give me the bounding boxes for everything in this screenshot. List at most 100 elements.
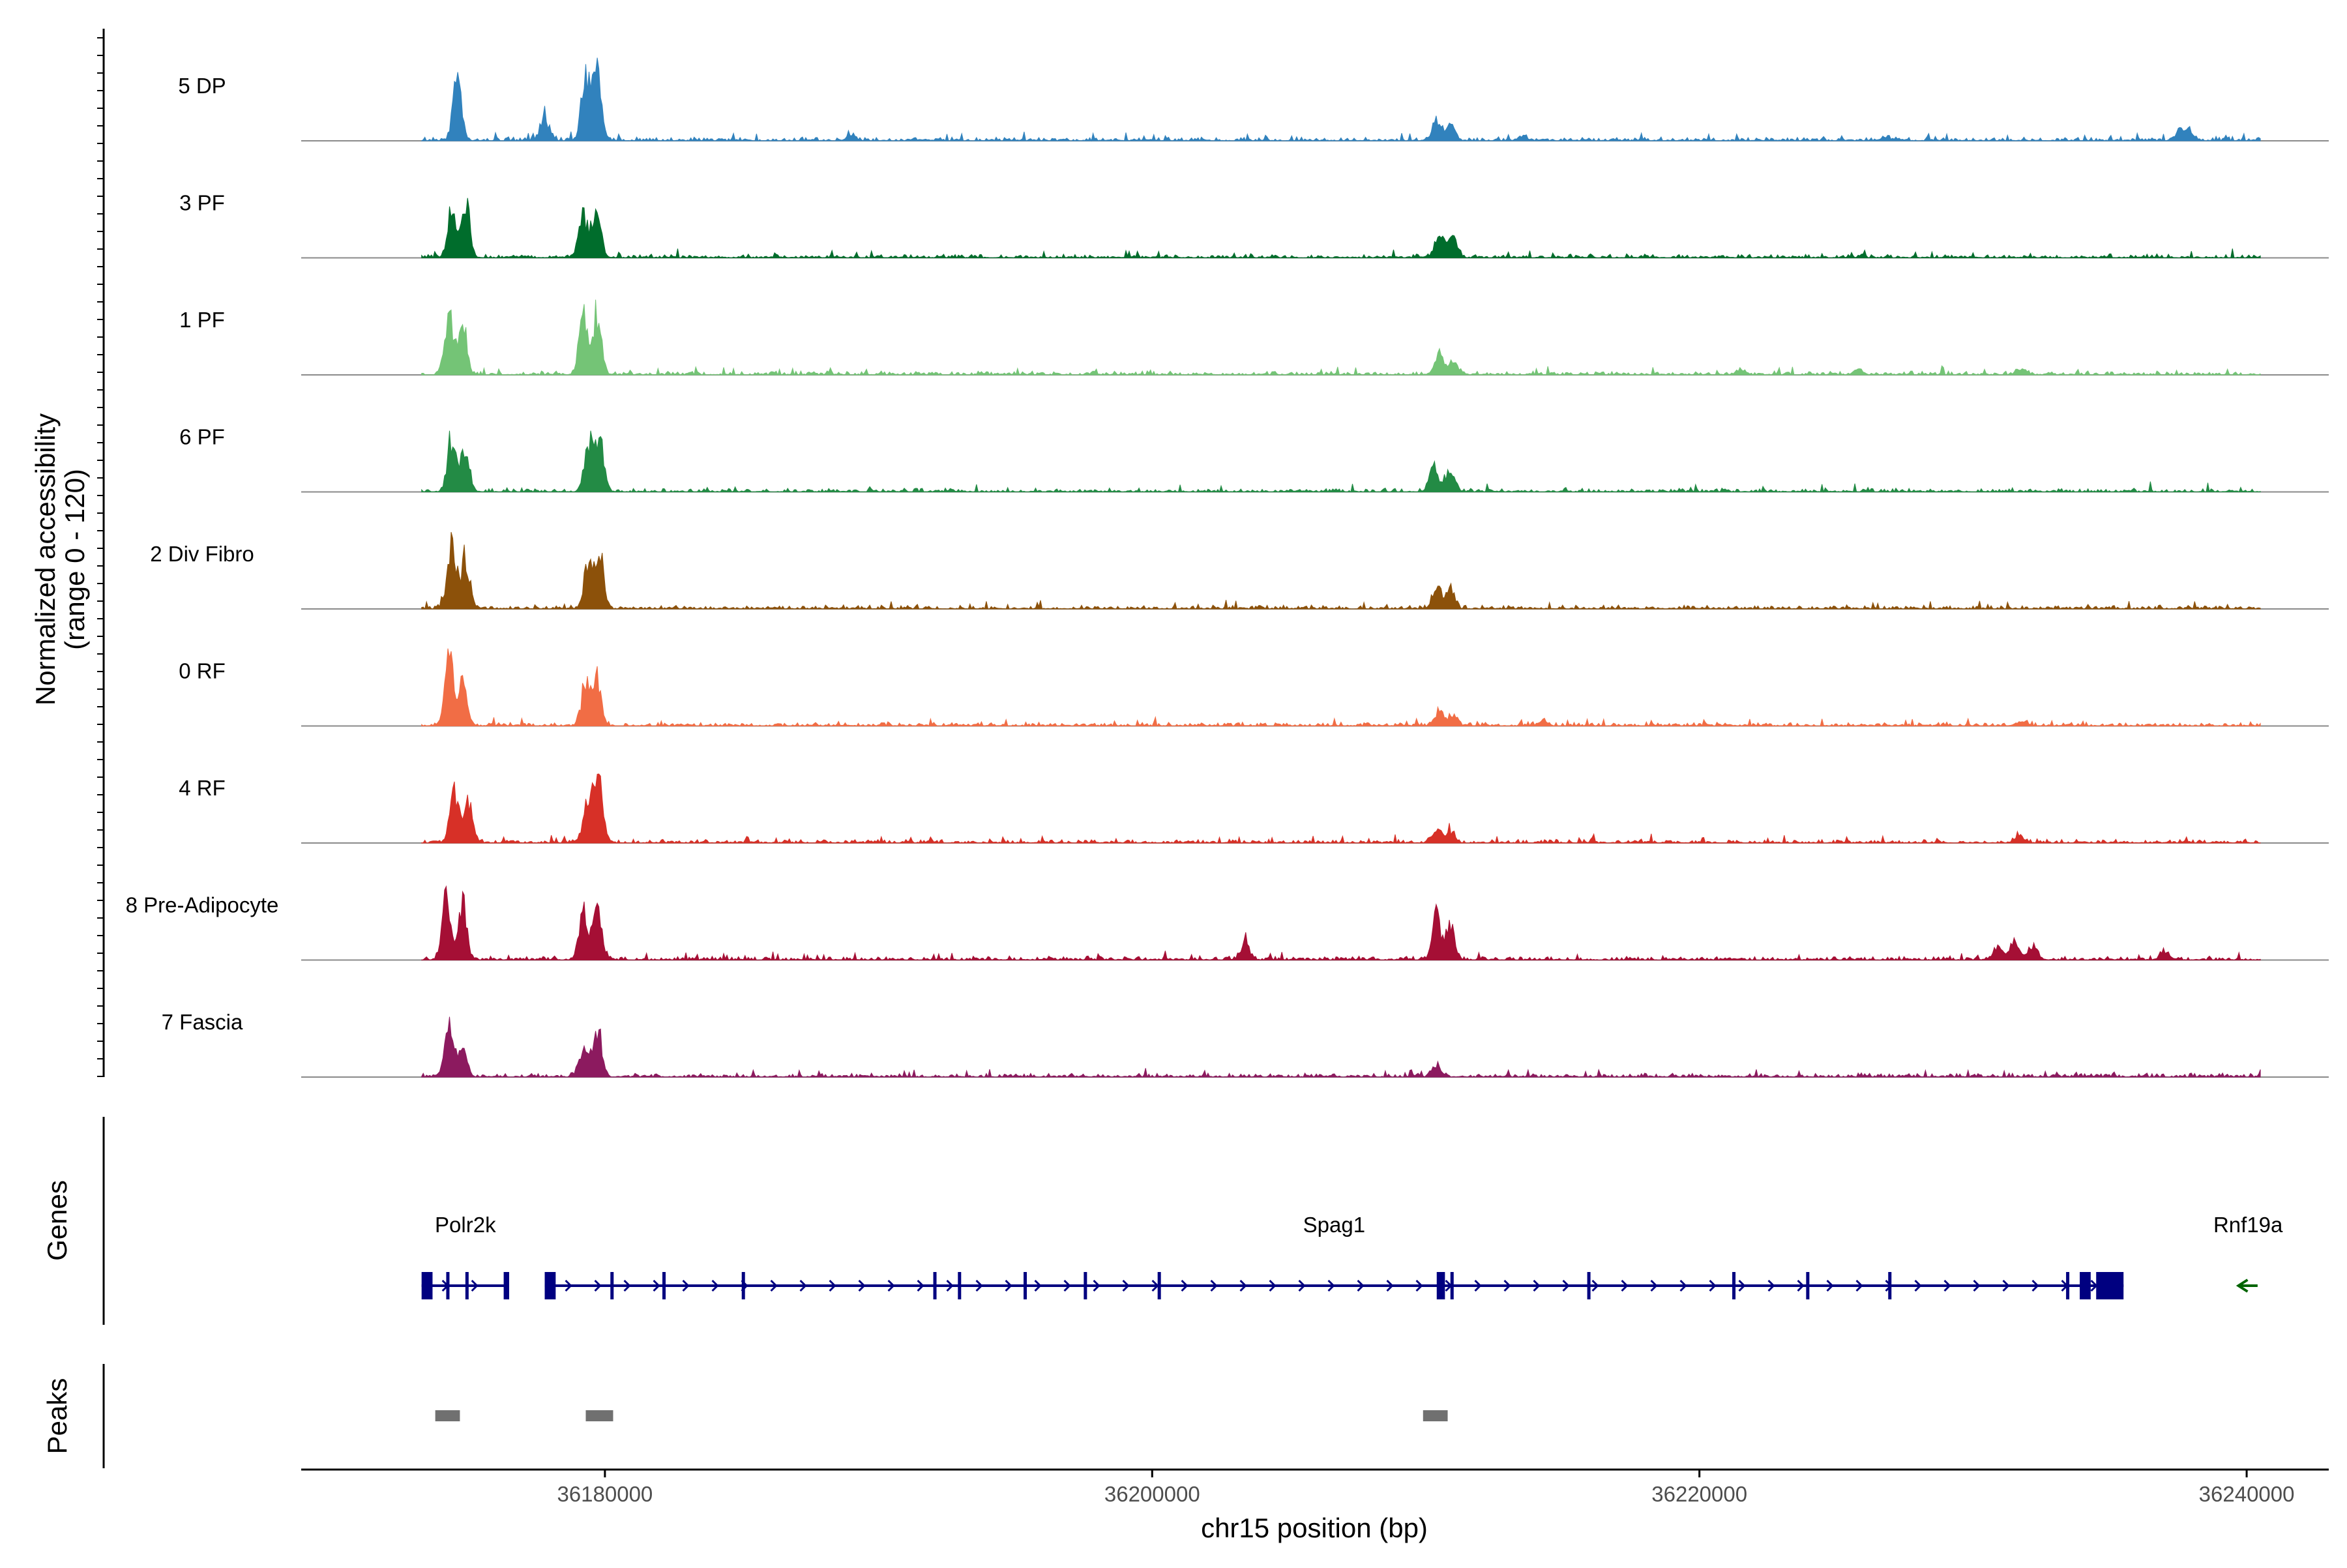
strand-arrow <box>1327 1279 1335 1292</box>
gene-exon <box>503 1272 509 1299</box>
coverage-track: 1 PF <box>179 299 2329 376</box>
x-axis-title: chr15 position (bp) <box>1201 1513 1428 1543</box>
coverage-track: 4 RF <box>179 773 2329 844</box>
strand-arrow <box>653 1279 660 1292</box>
strand-arrow <box>1269 1279 1277 1292</box>
strand-arrow <box>975 1279 983 1292</box>
strand-arrow <box>1357 1279 1365 1292</box>
gene-exon <box>544 1272 556 1299</box>
track-label: 5 DP <box>178 74 226 98</box>
x-axis-tick-label: 36240000 <box>2199 1482 2295 1506</box>
coverage-area <box>421 1016 2261 1078</box>
strand-arrow <box>1474 1279 1482 1292</box>
strand-arrow <box>1650 1279 1658 1292</box>
peaks-panel-title: Peaks <box>42 1378 72 1455</box>
coverage-area <box>421 648 2261 727</box>
track-label: 4 RF <box>179 776 226 800</box>
coverage-area <box>421 430 2261 493</box>
strand-arrow <box>1210 1279 1218 1292</box>
track-label: 8 Pre-Adipocyte <box>126 893 279 917</box>
gene-model: Spag1 <box>544 1213 2124 1299</box>
gene-label: Polr2k <box>435 1213 496 1237</box>
peak-region <box>435 1410 460 1421</box>
strand-arrow <box>946 1279 954 1292</box>
strand-arrow <box>471 1279 479 1292</box>
coverage-track: 3 PF <box>179 191 2329 259</box>
gene-exon <box>741 1272 745 1299</box>
strand-arrow <box>682 1279 690 1292</box>
gene-exon <box>1436 1272 1445 1299</box>
gene-annotation-track: Polr2k Spag1 Rnf19a <box>421 1213 2283 1299</box>
strand-arrow <box>2236 1279 2249 1293</box>
strand-arrow <box>1826 1279 1834 1292</box>
strand-arrow <box>1973 1279 1981 1292</box>
track-label: 0 RF <box>179 659 226 683</box>
genes-panel-title: Genes <box>42 1180 72 1261</box>
track-label: 1 PF <box>179 308 225 332</box>
strand-arrow <box>1503 1279 1511 1292</box>
strand-arrow <box>1005 1279 1012 1292</box>
coverage-tracks: 5 DP 3 PF 1 PF 6 PF 2 Div Fibro 0 RF 4 RF 8 Pre… <box>126 57 2329 1078</box>
track-label: 6 PF <box>179 425 225 449</box>
gene-exon <box>1084 1272 1087 1299</box>
gene-label: Rnf19a <box>2213 1213 2283 1237</box>
strand-arrow <box>711 1279 719 1292</box>
strand-arrow <box>1034 1279 1042 1292</box>
strand-arrow <box>1914 1279 1922 1292</box>
gene-exon <box>446 1272 450 1299</box>
coverage-area <box>421 885 2261 961</box>
track-label: 2 Div Fibro <box>150 542 254 566</box>
x-axis-ticks: 36180000 36200000 36220000 36240000 <box>557 1470 2295 1506</box>
coverage-track: 8 Pre-Adipocyte <box>126 885 2329 961</box>
gene-exon <box>1024 1272 1027 1299</box>
gene-exon <box>933 1272 937 1299</box>
strand-arrow <box>1797 1279 1805 1292</box>
strand-arrow <box>1122 1279 1130 1292</box>
x-axis-tick-label: 36200000 <box>1104 1482 1200 1506</box>
gene-exon <box>1732 1272 1736 1299</box>
gene-exon <box>2096 1272 2124 1299</box>
strand-arrow <box>770 1279 778 1292</box>
coverage-track: 5 DP <box>178 57 2329 142</box>
strand-arrow <box>1679 1279 1687 1292</box>
coverage-area <box>421 531 2261 610</box>
gene-exon <box>2080 1272 2091 1299</box>
strand-arrow <box>1239 1279 1247 1292</box>
strand-arrow <box>1151 1279 1159 1292</box>
strand-arrow <box>1709 1279 1717 1292</box>
strand-arrow <box>1738 1279 1746 1292</box>
gene-model: Rnf19a <box>2213 1213 2283 1293</box>
coverage-track: 7 Fascia <box>162 1010 2329 1078</box>
gene-exon <box>610 1272 614 1299</box>
strand-arrow <box>829 1279 836 1292</box>
gene-model: Polr2k <box>421 1213 509 1299</box>
strand-arrow <box>594 1279 602 1292</box>
gene-exon <box>421 1272 433 1299</box>
strand-arrow <box>799 1279 807 1292</box>
strand-arrow <box>1855 1279 1863 1292</box>
strand-arrow <box>1415 1279 1423 1292</box>
strand-arrow <box>917 1279 924 1292</box>
strand-arrow <box>565 1279 572 1292</box>
gene-exon <box>2066 1272 2070 1299</box>
gene-exon <box>1587 1272 1591 1299</box>
coverage-area <box>421 57 2261 142</box>
strand-arrow <box>2002 1279 2010 1292</box>
track-label: 3 PF <box>179 191 225 215</box>
strand-arrow <box>1621 1279 1629 1292</box>
gene-exon <box>958 1272 962 1299</box>
x-axis-tick-label: 36220000 <box>1651 1482 1747 1506</box>
peaks-track <box>435 1410 1448 1421</box>
strand-arrow <box>1063 1279 1071 1292</box>
coverage-area <box>421 773 2261 844</box>
strand-arrow <box>2031 1279 2039 1292</box>
y-axis-title: Normalized accessibility <box>30 413 61 705</box>
strand-arrow <box>1562 1279 1570 1292</box>
strand-arrow <box>1767 1279 1775 1292</box>
strand-arrow <box>858 1279 866 1292</box>
peak-region <box>1423 1410 1448 1421</box>
x-axis-tick-label: 36180000 <box>557 1482 653 1506</box>
y-axis-range-label: (range 0 - 120) <box>59 469 90 650</box>
